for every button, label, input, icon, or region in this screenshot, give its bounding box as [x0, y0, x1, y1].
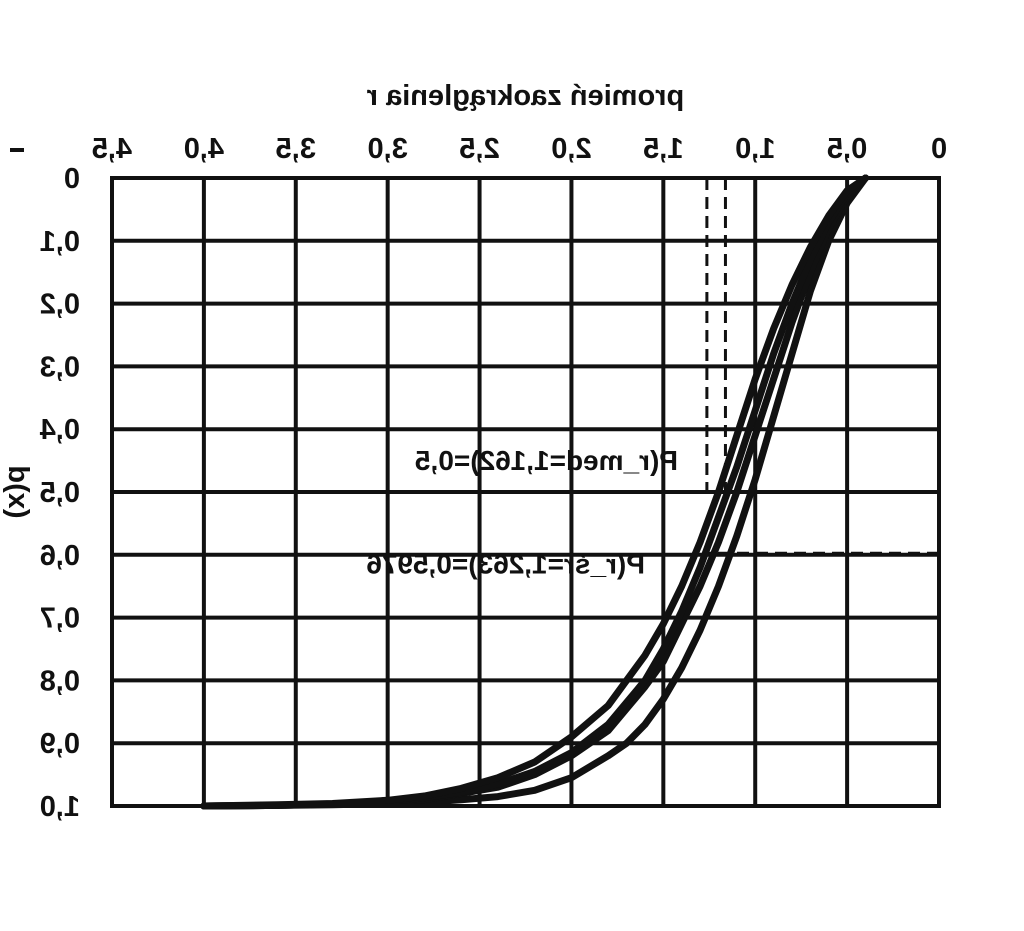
labels: promień zaokrąglenia r p(x) P(r_med=1,16…	[0, 80, 947, 823]
annotation-mean: P(r_śr=1,263)=0,5976	[366, 549, 645, 580]
series-curve-4	[200, 174, 869, 810]
x-tick-label: 1,5	[643, 133, 683, 165]
y-tick-label: 0,9	[40, 728, 80, 760]
y-tick-label: 1,0	[40, 791, 80, 823]
data-curves	[200, 174, 869, 810]
y-tick-label: 0,4	[40, 414, 80, 446]
x-tick-label: 1,0	[735, 133, 775, 165]
annotation-median: P(r_med=1,162)=0,5	[415, 445, 678, 476]
x-axis-label: promień zaokrąglenia r	[367, 80, 685, 112]
x-tick-label: 0	[931, 133, 947, 165]
y-tick-label: 0,3	[40, 351, 80, 383]
y-tick-label: 0,2	[40, 289, 80, 321]
reference-lines	[705, 178, 939, 555]
x-tick-label: 3,5	[276, 133, 316, 165]
y-tick-label: 0,6	[40, 540, 80, 572]
y-axis-label: p(x)	[0, 465, 31, 518]
y-tick-label: 0,5	[40, 477, 80, 509]
x-tick-label: 3,0	[368, 133, 408, 165]
y-tick-label: 0	[64, 163, 80, 195]
x-tick-label: 2,0	[551, 133, 591, 165]
x-tick-label: 2,5	[459, 133, 499, 165]
mirrored-figure: promień zaokrąglenia r p(x) P(r_med=1,16…	[0, 80, 947, 823]
x-tick-label: 4,5	[92, 133, 132, 165]
x-tick-label: 0,5	[827, 133, 867, 165]
y-tick-label: 0,8	[40, 665, 80, 697]
x-tick-label: 4,0	[184, 133, 224, 165]
y-tick-label: 0,7	[40, 603, 80, 635]
y-tick-label: 0,1	[40, 226, 80, 258]
plot-frame	[110, 176, 941, 808]
